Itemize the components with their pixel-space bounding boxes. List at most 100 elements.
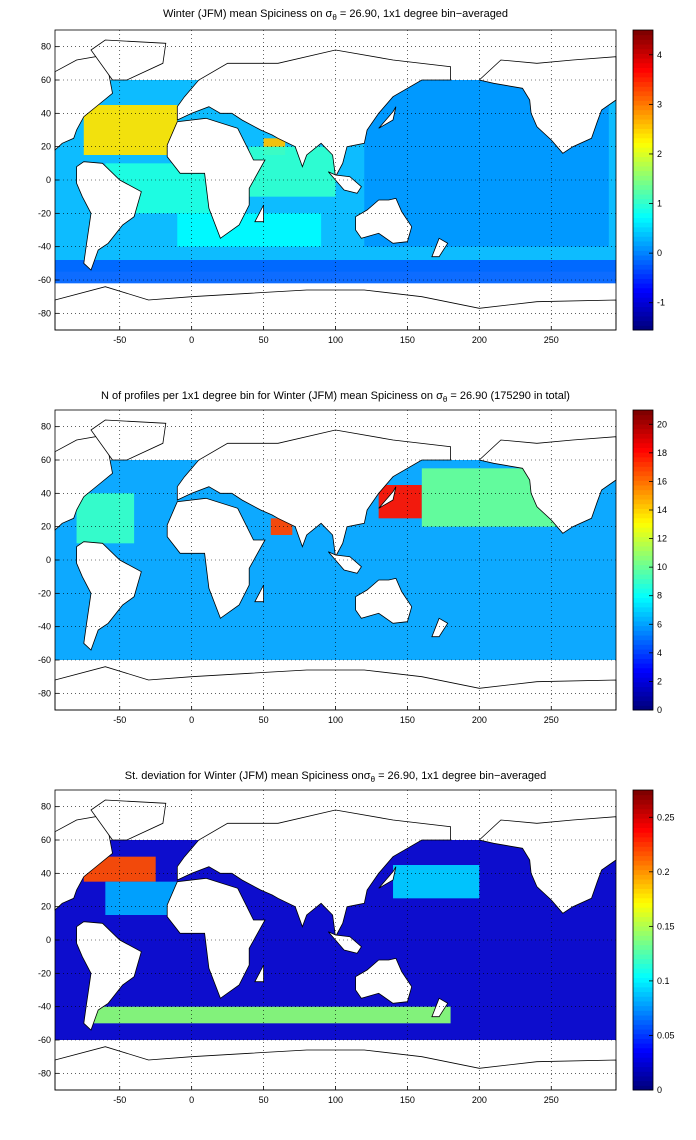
colorbar-step [633,879,653,885]
x-tick-label: 50 [259,335,269,345]
colorbar-step [633,67,653,73]
colorbar-step [633,545,653,552]
y-tick-label: -40 [38,622,51,632]
y-tick-label: 20 [41,522,51,532]
colorbar-step [633,808,653,814]
colorbar-tick-label: 14 [657,505,667,515]
coastline [378,106,397,129]
colorbar-tick-label: 0.2 [657,867,670,877]
data-region [177,213,322,247]
coastline [355,577,413,624]
colorbar-step [633,255,653,261]
colorbar-tick-label: 12 [657,534,667,544]
colorbar-step [633,447,653,453]
colorbar-step [633,869,653,875]
colorbar-step [633,921,653,927]
x-tick-label: 250 [544,715,559,725]
coastline [54,1046,617,1091]
x-tick-label: 150 [400,1095,415,1105]
panel-mean-spiciness: Winter (JFM) mean Spiciness on σθ = 26.9… [38,8,665,345]
y-tick-label: 80 [41,422,51,432]
colorbar-tick-label: 0.25 [657,812,675,822]
colorbar-step [633,475,653,481]
colorbar-step [633,236,653,242]
colorbar-step [633,410,653,416]
colorbar-step [633,639,653,645]
colorbar-step [633,466,653,472]
y-tick-label: -80 [38,308,51,318]
colorbar-step [633,184,653,190]
coastline [478,436,617,534]
x-tick-label: 0 [189,1095,194,1105]
colorbar-step [633,630,653,636]
colorbar-step [633,1000,653,1007]
colorbar-step [633,508,653,514]
colorbar-tick-label: 0 [657,248,662,258]
data-region [55,260,616,284]
colorbar-step [633,297,653,303]
colorbar-step [633,269,653,275]
colorbar-step [633,30,653,36]
colorbar-step [633,592,653,598]
colorbar-tick-label: 18 [657,448,667,458]
colorbar-step [633,555,653,561]
colorbar-step [633,442,653,448]
colorbar-step [633,123,653,129]
colorbar-step [633,902,653,908]
colorbar-step [633,1005,653,1011]
colorbar-step [633,855,653,861]
colorbar-step [633,325,653,331]
y-tick-label: 60 [41,835,51,845]
data-region [90,1006,451,1024]
colorbar-tick-label: 0.15 [657,921,675,931]
colorbar-step [633,963,653,969]
coastline [355,957,413,1004]
colorbar-step [633,461,653,467]
colorbar-step [633,620,653,627]
y-tick-label: -60 [38,655,51,665]
colorbar-step [633,822,653,828]
colorbar-step [633,245,653,251]
colorbar-step [633,86,653,92]
colorbar-step [633,1057,653,1063]
coastline [76,541,142,651]
colorbar-step [633,649,653,655]
colorbar-step [633,813,653,819]
x-tick-label: 0 [189,335,194,345]
y-tick-label: -20 [38,208,51,218]
coastline [431,997,449,1018]
colorbar-step [633,292,653,298]
colorbar-step [633,550,653,556]
coastline [90,39,167,81]
coastline [478,56,617,154]
colorbar-step [633,250,653,256]
colorbar-step [633,301,653,308]
colorbar-step [633,438,653,444]
x-tick-label: 150 [400,715,415,725]
coastline [378,486,397,509]
colorbar-step [633,930,653,936]
colorbar-step [633,527,653,533]
colorbar-tick-label: 0 [657,1085,662,1095]
x-tick-label: 200 [472,715,487,725]
colorbar-step [633,616,653,622]
colorbar-step [633,156,653,162]
colorbar-step [633,625,653,631]
colorbar-step [633,677,653,683]
colorbar-step [633,287,653,293]
colorbar-step [633,34,653,40]
coastline [166,877,266,999]
colorbar-step [633,240,653,247]
colorbar-step [633,419,653,425]
colorbar-step [633,226,653,233]
colorbar-step [633,137,653,143]
colorbar-step [633,194,653,200]
coastline [54,666,617,711]
x-tick-label: 0 [189,715,194,725]
chart-title: St. deviation for Winter (JFM) mean Spic… [125,770,547,784]
colorbar-step [633,48,653,54]
data-region [249,146,336,197]
colorbar-step [633,203,653,209]
colorbar-step [633,480,653,486]
colorbar-frame [632,29,654,331]
